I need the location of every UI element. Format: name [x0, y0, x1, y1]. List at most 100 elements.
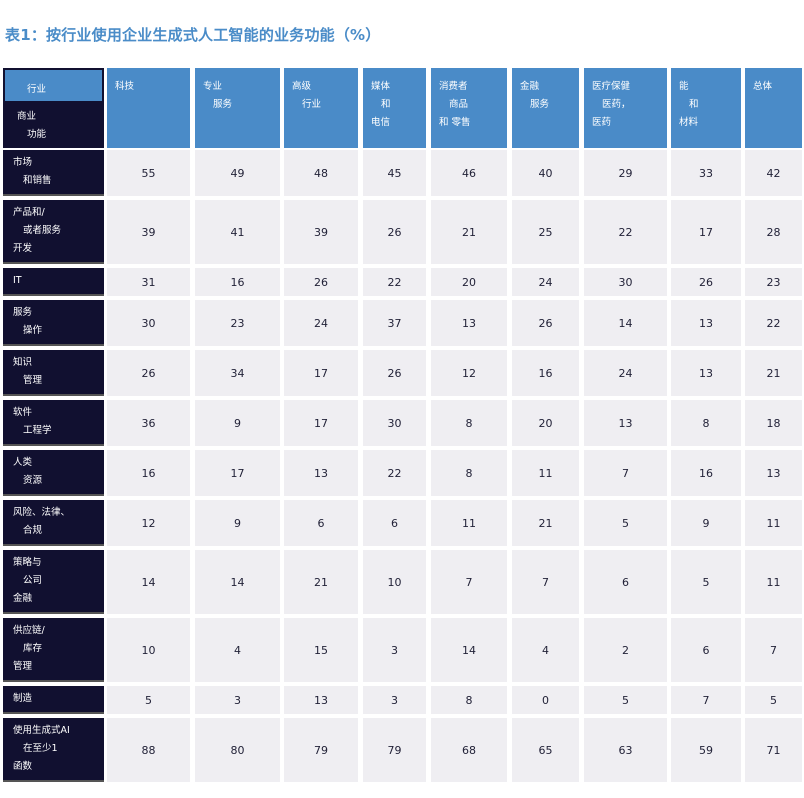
column-header[interactable]: 医疗保健 医药， 医药 [584, 68, 667, 148]
table-cell: 8 [431, 400, 507, 446]
table-cell: 12 [431, 350, 507, 396]
column-header[interactable]: 总体 [745, 68, 802, 148]
table-cell: 30 [584, 268, 667, 296]
cell-text-line: 资源 [23, 475, 43, 486]
table-cell: 26 [363, 350, 426, 396]
table-cell: 16 [671, 450, 741, 496]
cell-text-line: 金融 [13, 593, 33, 604]
table-cell: 8 [671, 400, 741, 446]
row-label: 服务 操作 [3, 300, 104, 346]
table-cell: 21 [512, 500, 579, 546]
table-cell: 21 [284, 550, 358, 614]
cell-text-line: 服务 [213, 99, 233, 110]
table-cell: 17 [284, 350, 358, 396]
table-cell: 13 [671, 350, 741, 396]
cell-text-line: 公司 [23, 575, 43, 586]
column-header[interactable]: 消费者商品和 零售 [431, 68, 507, 148]
cell-text-line: 商品 [449, 99, 469, 110]
table-cell: 24 [284, 300, 358, 346]
table-cell: 13 [284, 686, 358, 714]
cell-text-line: IT [13, 275, 22, 286]
cell-text-line: 和 零售 [439, 117, 471, 128]
cell-text-line: 金融 [520, 81, 540, 92]
table-cell: 4 [195, 618, 280, 682]
cell-text-line: 高级 [292, 81, 312, 92]
table-title: 表1：按行业使用企业生成式人工智能的业务功能（%） [5, 26, 381, 44]
table-cell: 7 [431, 550, 507, 614]
cell-text-line: 电信 [371, 117, 391, 128]
cell-text-line: 消费者 [439, 81, 468, 92]
table-cell: 31 [107, 268, 190, 296]
table-cell: 11 [745, 550, 802, 614]
table-cell: 11 [745, 500, 802, 546]
table-cell: 55 [107, 150, 190, 196]
table-cell: 9 [195, 400, 280, 446]
table-cell: 13 [745, 450, 802, 496]
table-cell: 10 [107, 618, 190, 682]
cell-text-line: 开发 [13, 243, 33, 254]
table-cell: 4 [512, 618, 579, 682]
row-label: 制造 [3, 686, 104, 714]
row-label: 人类 资源 [3, 450, 104, 496]
table-cell: 63 [584, 718, 667, 782]
column-header[interactable]: 媒体和电信 [363, 68, 426, 148]
table-cell: 21 [431, 200, 507, 264]
table-cell: 88 [107, 718, 190, 782]
table-cell: 18 [745, 400, 802, 446]
table-cell: 23 [195, 300, 280, 346]
table-cell: 17 [195, 450, 280, 496]
table-cell: 2 [584, 618, 667, 682]
cell-text-line: 材料 [679, 117, 699, 128]
table-cell: 20 [431, 268, 507, 296]
cell-text-line: 服务 [13, 307, 33, 318]
cell-text-line: 软件 [13, 407, 33, 418]
cell-text-line: 产品和/ [13, 207, 45, 218]
table-cell: 79 [284, 718, 358, 782]
cell-text-line: 库存 [23, 643, 43, 654]
column-header[interactable]: 科技 [107, 68, 190, 148]
table-cell: 15 [284, 618, 358, 682]
table-cell: 16 [107, 450, 190, 496]
table-cell: 24 [584, 350, 667, 396]
table-cell: 36 [107, 400, 190, 446]
column-header[interactable]: 金融 服务 [512, 68, 579, 148]
table-cell: 13 [584, 400, 667, 446]
table-cell: 26 [671, 268, 741, 296]
row-label: 知识 管理 [3, 350, 104, 396]
table-cell: 20 [512, 400, 579, 446]
cell-text-line: 功能 [27, 129, 47, 140]
table-cell: 9 [195, 500, 280, 546]
table-cell: 21 [745, 350, 802, 396]
cell-text-line: 工程学 [23, 425, 52, 436]
cell-text-line: 和 [689, 99, 699, 110]
table-cell: 16 [195, 268, 280, 296]
table-cell: 7 [745, 618, 802, 682]
cell-text-line: 医药 [592, 117, 612, 128]
table-cell: 8 [431, 450, 507, 496]
row-label: IT [3, 268, 104, 296]
table-cell: 6 [584, 550, 667, 614]
cell-text-line: 总体 [753, 81, 773, 92]
table-cell: 45 [363, 150, 426, 196]
table-cell: 7 [584, 450, 667, 496]
table-cell: 6 [284, 500, 358, 546]
table-cell: 42 [745, 150, 802, 196]
table-cell: 13 [671, 300, 741, 346]
table-cell: 34 [195, 350, 280, 396]
cell-text-line: 策略与 [13, 557, 42, 568]
table-cell: 59 [671, 718, 741, 782]
column-header[interactable]: 专业 服务 [195, 68, 280, 148]
cell-text-line: 在至少1 [23, 743, 58, 754]
table-cell: 28 [745, 200, 802, 264]
cell-text-line: 商业 [17, 111, 37, 122]
row-label: 产品和/或者服务 开发 [3, 200, 104, 264]
table-cell: 11 [431, 500, 507, 546]
cell-text-line: 制造 [13, 693, 33, 704]
table-cell: 46 [431, 150, 507, 196]
column-header[interactable]: 高级 行业 [284, 68, 358, 148]
cell-text-line: 函数 [13, 761, 33, 772]
column-header[interactable]: 能和材料 [671, 68, 741, 148]
cell-text-line: 医药， [602, 99, 631, 110]
table-cell: 39 [284, 200, 358, 264]
cell-text-line: 和 [381, 99, 391, 110]
